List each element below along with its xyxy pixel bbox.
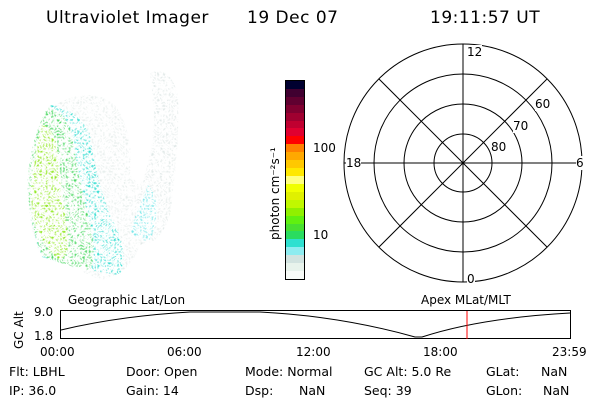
timeline-left-title: Geographic Lat/Lon bbox=[68, 293, 186, 307]
colorbar-segment bbox=[286, 128, 304, 137]
glat-value: NaN bbox=[541, 364, 568, 379]
polar-label-12: 12 bbox=[467, 45, 483, 59]
colorbar-segment bbox=[286, 112, 304, 121]
filter: Flt: LBHL bbox=[9, 364, 65, 379]
dsp-label: Dsp: bbox=[245, 383, 274, 398]
dsp-value: NaN bbox=[299, 383, 326, 398]
colorbar-segment bbox=[286, 199, 304, 208]
altitude-curve bbox=[60, 311, 571, 338]
colorbar-segment bbox=[286, 215, 304, 224]
colorbar-segment bbox=[286, 255, 304, 264]
xtick-1200: 12:00 bbox=[296, 345, 331, 359]
colorbar-segment bbox=[286, 96, 304, 105]
timeline-ylabel: GC Alt bbox=[12, 311, 26, 349]
ytick-9: 9.0 bbox=[34, 305, 54, 319]
colorbar-label: photon cm⁻²s⁻¹ bbox=[268, 147, 282, 240]
xtick-2359: 23:59 bbox=[552, 345, 587, 359]
colorbar-segment bbox=[286, 152, 304, 161]
ip: IP: 36.0 bbox=[9, 383, 57, 398]
glon-value: NaN bbox=[543, 383, 570, 398]
colorbar-segment bbox=[286, 231, 304, 240]
colorbar-segment bbox=[286, 104, 304, 113]
polar-label-6: 6 bbox=[576, 156, 584, 170]
xtick-0000: 00:00 bbox=[40, 345, 75, 359]
timeline-right-title: Apex MLat/MLT bbox=[421, 293, 511, 307]
colorbar-segment bbox=[286, 223, 304, 232]
time: 19:11:57 UT bbox=[430, 8, 541, 28]
colorbar-segment bbox=[286, 120, 304, 129]
colorbar-segment bbox=[286, 160, 304, 169]
xtick-1800: 18:00 bbox=[423, 345, 458, 359]
colorbar-segment bbox=[286, 271, 304, 279]
colorbar-segment bbox=[286, 183, 304, 192]
colorbar-segment bbox=[286, 191, 304, 200]
colorbar-segment bbox=[286, 144, 304, 153]
date: 19 Dec 07 bbox=[247, 8, 339, 28]
glat-label: GLat: bbox=[486, 364, 520, 379]
aurora-image bbox=[20, 65, 200, 285]
instrument-title: Ultraviolet Imager bbox=[46, 8, 209, 28]
colorbar-segment bbox=[286, 80, 304, 89]
glon-label: GLon: bbox=[486, 383, 523, 398]
colorbar-segment bbox=[286, 168, 304, 177]
gain: Gain: 14 bbox=[126, 383, 179, 398]
polar-label-18: 18 bbox=[346, 156, 362, 170]
ring-label-60: 60 bbox=[535, 97, 551, 111]
polar-grid bbox=[343, 43, 583, 283]
ytick-1.8: 1.8 bbox=[34, 329, 54, 343]
colorbar-segment bbox=[286, 239, 304, 248]
colorbar-segment bbox=[286, 263, 304, 272]
door: Door: Open bbox=[126, 364, 198, 379]
colorbar-segment bbox=[286, 247, 304, 256]
polar-label-0: 0 bbox=[467, 272, 475, 286]
colorbar-segment bbox=[286, 176, 304, 184]
gc-alt: GC Alt: 5.0 Re bbox=[364, 364, 452, 379]
colorbar-segment bbox=[286, 88, 304, 97]
colorbar-segment bbox=[286, 136, 304, 145]
colorbar-tick-100: 100 bbox=[313, 141, 336, 155]
seq: Seq: 39 bbox=[364, 383, 412, 398]
colorbar bbox=[285, 80, 305, 280]
colorbar-segment bbox=[286, 207, 304, 216]
ring-label-80: 80 bbox=[491, 140, 507, 154]
colorbar-tick-10: 10 bbox=[313, 228, 329, 242]
ring-label-70: 70 bbox=[513, 119, 529, 133]
mode: Mode: Normal bbox=[245, 364, 333, 379]
timeline-plot[interactable] bbox=[60, 310, 572, 340]
xtick-0600: 06:00 bbox=[167, 345, 202, 359]
